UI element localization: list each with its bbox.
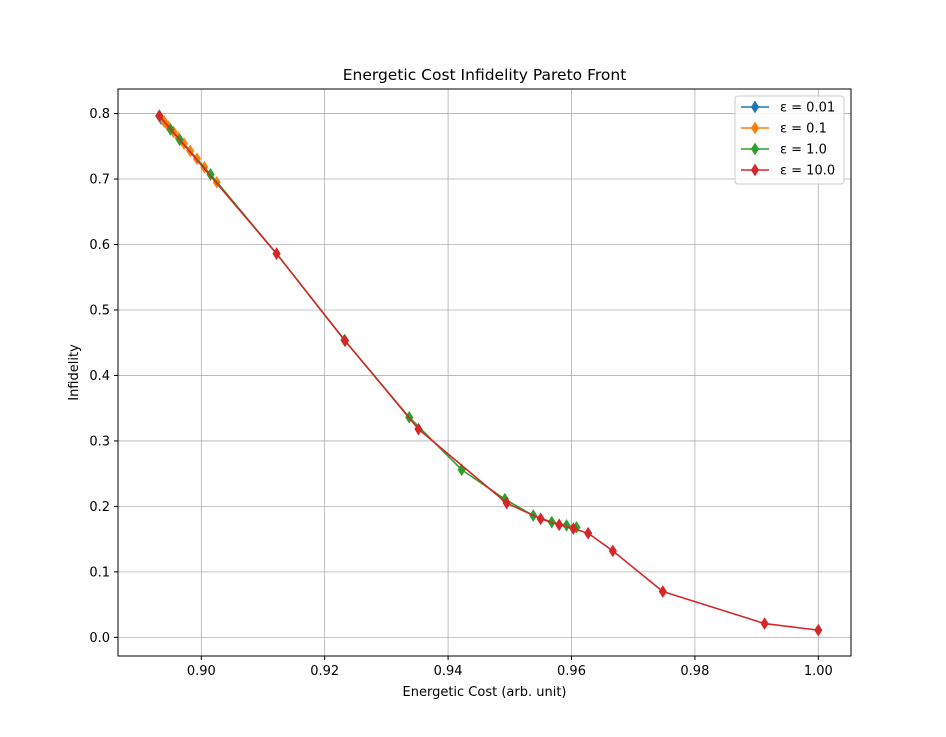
y-tick-label: 0.0 xyxy=(89,631,110,646)
y-tick-label: 0.6 xyxy=(89,238,110,253)
y-tick-label: 0.3 xyxy=(89,434,110,449)
y-tick-label: 0.1 xyxy=(89,565,110,580)
x-tick-label: 1.00 xyxy=(804,664,833,679)
y-tick-label: 0.4 xyxy=(89,369,110,384)
legend-label: ε = 10.0 xyxy=(780,164,835,179)
y-tick-label: 0.8 xyxy=(89,107,110,122)
legend: ε = 0.01 ε = 0.1 ε = 1.0 ε = 10.0 xyxy=(735,96,844,184)
y-tick-label: 0.2 xyxy=(89,500,110,515)
chart-title: Energetic Cost Infidelity Pareto Front xyxy=(343,66,627,84)
legend-label: ε = 1.0 xyxy=(780,143,827,158)
y-tick-label: 0.5 xyxy=(89,303,110,318)
x-tick-label: 0.92 xyxy=(310,664,339,679)
x-tick-label: 0.96 xyxy=(557,664,586,679)
x-axis-label: Energetic Cost (arb. unit) xyxy=(403,685,567,700)
legend-label: ε = 0.1 xyxy=(780,122,827,137)
x-tick-label: 0.94 xyxy=(434,664,463,679)
x-tick-label: 0.90 xyxy=(187,664,216,679)
y-axis-label: Infidelity xyxy=(67,344,82,401)
legend-label: ε = 0.01 xyxy=(780,101,835,116)
x-tick-label: 0.98 xyxy=(680,664,709,679)
y-tick-label: 0.7 xyxy=(89,173,110,188)
